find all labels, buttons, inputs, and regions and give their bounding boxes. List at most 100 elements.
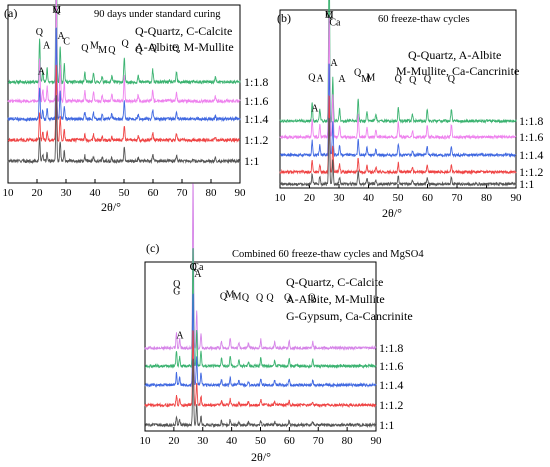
peak-annotation: M bbox=[366, 72, 375, 83]
series-label: 1:1.8 bbox=[244, 75, 268, 89]
peak-annotation: Q bbox=[242, 292, 250, 303]
peak-annotation: Q bbox=[308, 72, 316, 83]
x-tick-label: 70 bbox=[313, 435, 325, 447]
peak-annotation: M bbox=[233, 291, 242, 302]
series-line-1-1_6 bbox=[145, 248, 377, 370]
series-line-1-1_2 bbox=[279, 94, 517, 176]
peak-annotation: Q bbox=[326, 10, 334, 21]
series-label: 1:1.4 bbox=[244, 112, 268, 126]
peak-annotation: M bbox=[90, 40, 99, 51]
peak-annotation: Q bbox=[308, 292, 316, 303]
panel-a-legend-line-2: A-Albite, M-Mullite bbox=[135, 40, 234, 54]
plot-frame bbox=[279, 9, 517, 189]
panel-a-tag: (a) bbox=[4, 6, 17, 20]
peak-annotation: G bbox=[173, 287, 180, 298]
x-tick-label: 60 bbox=[422, 192, 434, 204]
peak-annotation: C bbox=[63, 37, 70, 48]
panel-b-chart: (b) 60 freeze-thaw cycles Q-Quartz, A-Al… bbox=[275, 0, 543, 220]
series-label: 1:1 bbox=[379, 418, 394, 432]
peak-annotation: A bbox=[57, 31, 65, 42]
x-tick-label: 80 bbox=[206, 187, 218, 199]
x-tick-label: 10 bbox=[275, 192, 287, 204]
peak-annotation: A bbox=[176, 331, 184, 342]
x-tick-label: 40 bbox=[90, 187, 102, 199]
peak-annotation: Q bbox=[135, 45, 143, 56]
panel-a-plot-area: 10 20 30 40 50 60 70 80 90 1:1.8 1:1.6 1:1.4 1:1.2 1:… bbox=[3, 0, 268, 199]
x-tick-label: 20 bbox=[32, 187, 44, 199]
peak-annotation: Q bbox=[108, 45, 116, 56]
panel-c-chart: (c) Combined 60 freeze-thaw cycles and M… bbox=[140, 183, 424, 464]
series-label: 1:1.8 bbox=[379, 341, 403, 355]
series-label: 1:1.6 bbox=[244, 94, 268, 108]
series-line-1-1_8 bbox=[279, 0, 517, 124]
peak-annotation: Q bbox=[81, 43, 89, 54]
panel-c-title: Combined 60 freeze-thaw cycles and MgSO4 bbox=[232, 249, 424, 260]
series-line-1-1_6 bbox=[279, 16, 517, 140]
panel-b-x-axis-title: 2θ/° bbox=[382, 206, 402, 220]
panel-c-legend-line-1: Q-Quartz, C-Calcite bbox=[286, 275, 383, 289]
series-line-1-1_2 bbox=[7, 64, 241, 144]
panel-b-legend-line-2: M-Mullite, Ca-Cancrinite bbox=[396, 64, 519, 78]
x-tick-label: 40 bbox=[363, 192, 375, 204]
x-tick-label: 90 bbox=[371, 435, 383, 447]
series-line-1-1_2 bbox=[144, 330, 377, 409]
peak-annotation: Q bbox=[448, 74, 456, 85]
x-tick-label: 50 bbox=[255, 435, 267, 447]
panel-c-legend-line-3: G-Gypsum, Ca-Cancrinite bbox=[286, 309, 413, 323]
panel-c-plot-area: 10 20 30 40 50 60 70 80 90 1:1.8 1:1.6 1:1.4 1:1.2 1:… bbox=[140, 183, 403, 447]
series-line-1-1_8 bbox=[144, 183, 377, 352]
peak-annotation: A bbox=[194, 269, 202, 280]
series-line-1-1_4 bbox=[144, 293, 377, 388]
series-label: 1:1.2 bbox=[519, 165, 543, 179]
panel-c-x-axis-title: 2θ/° bbox=[251, 450, 271, 464]
peak-annotation: A bbox=[38, 67, 46, 78]
x-tick-label: 60 bbox=[284, 435, 296, 447]
peak-annotation: Q bbox=[53, 5, 61, 16]
panel-c-tag: (c) bbox=[146, 241, 159, 255]
panel-b-title: 60 freeze-thaw cycles bbox=[378, 14, 470, 25]
peak-annotation: M bbox=[325, 10, 334, 21]
series-label: 1:1.2 bbox=[379, 398, 403, 412]
x-tick-label: 60 bbox=[148, 187, 160, 199]
x-tick-label: 20 bbox=[168, 435, 180, 447]
peak-annotation: A bbox=[317, 73, 325, 84]
x-tick-label: 40 bbox=[226, 435, 238, 447]
series-label: 1:1.4 bbox=[379, 378, 403, 392]
peak-annotation: Ca bbox=[192, 262, 204, 273]
series-label: 1:1.6 bbox=[519, 130, 543, 144]
peak-annotation: M bbox=[225, 290, 234, 301]
peak-annotation: A bbox=[43, 40, 51, 51]
x-tick-label: 10 bbox=[3, 187, 15, 199]
peak-annotation: A bbox=[338, 74, 346, 85]
x-tick-label: 80 bbox=[481, 192, 493, 204]
series-line-1-1 bbox=[7, 95, 241, 165]
series-line-1-1_4 bbox=[7, 27, 241, 123]
series-label: 1:1.4 bbox=[519, 148, 543, 162]
peak-annotation: Q bbox=[266, 292, 274, 303]
series-label: 1:1.6 bbox=[379, 359, 403, 373]
peak-annotation: Q bbox=[122, 39, 130, 50]
panel-c-legend-line-2: A-Albite, M-Mullite bbox=[286, 292, 385, 306]
series-line-1-1 bbox=[144, 358, 377, 429]
peak-annotation: Q bbox=[220, 291, 228, 302]
peak-annotation: M bbox=[361, 74, 370, 85]
peak-annotation: Ca bbox=[329, 18, 341, 29]
panel-a-legend-line-1: Q-Quartz, C-Calcite bbox=[135, 24, 232, 38]
peak-annotation: Q bbox=[150, 43, 158, 54]
series-label: 1:1 bbox=[519, 177, 534, 191]
x-tick-label: 10 bbox=[140, 435, 152, 447]
peak-annotation: Q bbox=[395, 74, 403, 85]
peak-annotation: M bbox=[98, 45, 107, 56]
x-tick-label: 90 bbox=[511, 192, 523, 204]
series-label: 1:1.2 bbox=[244, 133, 268, 147]
series-label: 1:1.8 bbox=[519, 114, 543, 128]
x-tick-label: 20 bbox=[304, 192, 316, 204]
x-tick-label: 70 bbox=[177, 187, 189, 199]
peak-annotation: A bbox=[311, 104, 319, 115]
x-tick-label: 80 bbox=[342, 435, 354, 447]
series-label: 1:1 bbox=[244, 154, 259, 168]
panel-b-plot-area: 10 20 30 40 50 60 70 80 90 1:1.8 1:1.6 1:1.4 1:1.21:… bbox=[275, 0, 543, 204]
x-tick-label: 30 bbox=[61, 187, 73, 199]
panel-a-title: 90 days under standard curing bbox=[94, 9, 221, 20]
